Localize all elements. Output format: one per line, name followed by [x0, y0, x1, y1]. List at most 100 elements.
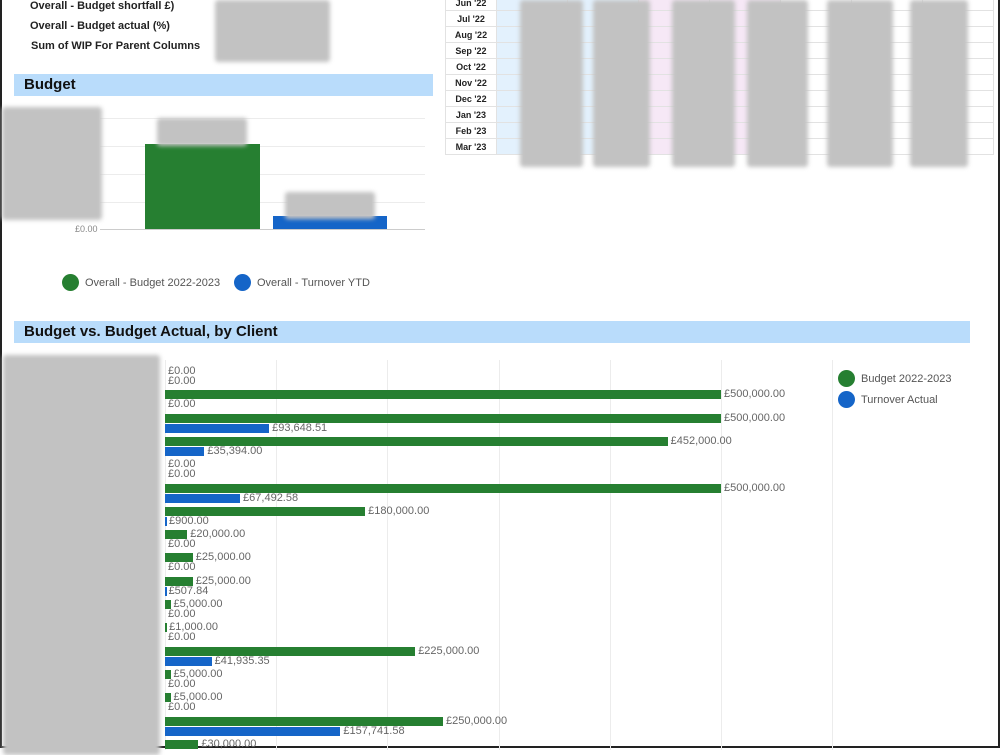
month-cell: Jul '22	[445, 10, 497, 27]
data-label: £180,000.00	[368, 504, 430, 517]
bar-budget[interactable]	[145, 144, 260, 229]
bar-turnover-actual[interactable]	[165, 586, 167, 596]
data-label: £500,000.00	[724, 411, 786, 424]
bar-turnover[interactable]	[273, 216, 387, 229]
bar-turnover-actual[interactable]	[165, 726, 341, 736]
gridline	[609, 360, 611, 750]
month-cell: Jan '23	[445, 106, 497, 123]
data-label: £900.00	[169, 514, 209, 527]
month-cell: Nov '22	[445, 74, 497, 91]
bar-budget[interactable]	[165, 693, 171, 703]
data-label: £157,741.58	[343, 724, 405, 737]
redacted-data-label	[157, 118, 247, 146]
month-cell: Oct '22	[445, 58, 497, 75]
gridline	[498, 360, 500, 750]
bar-budget[interactable]	[165, 390, 721, 400]
redacted-column	[827, 0, 893, 167]
month-cell: Mar '23	[445, 138, 497, 155]
month-cell: Dec '22	[445, 90, 497, 107]
gridline	[832, 360, 834, 750]
legend-item-turnover-actual[interactable]: Turnover Actual	[838, 391, 938, 408]
bar-budget[interactable]	[165, 483, 721, 493]
month-cell: Feb '23	[445, 122, 497, 139]
budget-section-header: Budget	[14, 74, 433, 96]
bar-budget[interactable]	[165, 600, 171, 609]
data-label: £5,000.00	[173, 667, 223, 680]
redacted-column	[910, 0, 968, 167]
redacted-summary-values	[215, 0, 330, 62]
month-cell: Sep '22	[445, 42, 497, 59]
legend-dot-icon	[838, 391, 855, 408]
bar-budget[interactable]	[165, 436, 668, 446]
data-label: £25,000.00	[195, 574, 251, 587]
redacted-column	[672, 0, 735, 167]
gridline	[276, 360, 278, 750]
legend-label: Overall - Turnover YTD	[257, 276, 370, 289]
summary-label-actual-pct: Overall - Budget actual (%)	[30, 20, 170, 32]
bar-budget[interactable]	[165, 669, 171, 679]
bar-turnover-actual[interactable]	[165, 493, 241, 503]
month-cell: Jun '22	[445, 0, 497, 11]
data-label: £500,000.00	[724, 481, 786, 494]
legend-label: Overall - Budget 2022-2023	[85, 276, 221, 289]
redacted-client-names	[3, 355, 160, 755]
bar-budget[interactable]	[165, 530, 188, 540]
data-label: £0.00	[168, 538, 196, 551]
data-label: £35,394.00	[207, 444, 263, 457]
data-label: £0.00	[168, 608, 196, 620]
data-label: £5,000.00	[173, 691, 223, 704]
legend-dot-icon	[62, 274, 79, 291]
data-label: £20,000.00	[190, 528, 246, 541]
bar-budget[interactable]	[165, 646, 416, 656]
bar-budget[interactable]	[165, 506, 366, 516]
redacted-data-label	[285, 192, 375, 219]
gridline	[100, 174, 425, 175]
legend-dot-icon	[234, 274, 251, 291]
client-section-header: Budget vs. Budget Actual, by Client	[14, 321, 970, 343]
summary-label-wip: Sum of WIP For Parent Columns	[31, 40, 201, 52]
legend-dot-icon	[838, 370, 855, 387]
legend-label: Turnover Actual	[861, 393, 938, 406]
data-label: £41,935.35	[214, 654, 270, 667]
summary-label-shortfall: Overall - Budget shortfall £)	[30, 0, 175, 12]
gridline	[387, 360, 389, 750]
data-label: £0.00	[168, 365, 196, 377]
legend-item-turnover[interactable]: Overall - Turnover YTD	[234, 274, 370, 291]
data-label: £0.00	[168, 701, 196, 714]
data-label: £452,000.00	[670, 434, 732, 447]
bar-budget[interactable]	[165, 739, 199, 749]
data-label: £0.00	[168, 458, 196, 471]
data-label: £5,000.00	[173, 598, 223, 610]
gridline	[100, 118, 425, 119]
data-label: £67,492.58	[243, 491, 299, 504]
gridline	[100, 202, 425, 203]
redacted-column	[520, 0, 583, 167]
bar-budget[interactable]	[165, 576, 193, 586]
legend-label: Budget 2022-2023	[861, 372, 952, 385]
redacted-y-axis	[2, 107, 102, 220]
bar-turnover-actual[interactable]	[165, 423, 270, 433]
redacted-column	[593, 0, 650, 167]
month-cell: Aug '22	[445, 26, 497, 43]
data-label: £225,000.00	[418, 644, 480, 657]
bar-turnover-actual[interactable]	[165, 516, 167, 526]
legend-item-budget-2022-2023[interactable]: Budget 2022-2023	[838, 370, 952, 387]
data-label: £250,000.00	[446, 714, 508, 727]
data-label: £25,000.00	[195, 551, 251, 564]
data-label: £1,000.00	[169, 621, 219, 634]
bar-turnover-actual[interactable]	[165, 446, 205, 456]
redacted-column	[747, 0, 808, 167]
bar-turnover-actual[interactable]	[165, 656, 212, 666]
bar-budget[interactable]	[165, 553, 193, 563]
legend-item-budget[interactable]: Overall - Budget 2022-2023	[62, 274, 220, 291]
data-label: £30,000.00	[201, 737, 257, 750]
bar-budget[interactable]	[165, 623, 167, 633]
data-label: £0.00	[168, 375, 196, 387]
bar-budget[interactable]	[165, 413, 721, 423]
data-label: £0.00	[168, 631, 196, 644]
data-label: £500,000.00	[724, 388, 786, 401]
gridline	[721, 360, 722, 750]
bar-budget[interactable]	[165, 716, 443, 726]
data-label: £0.00	[168, 677, 196, 690]
